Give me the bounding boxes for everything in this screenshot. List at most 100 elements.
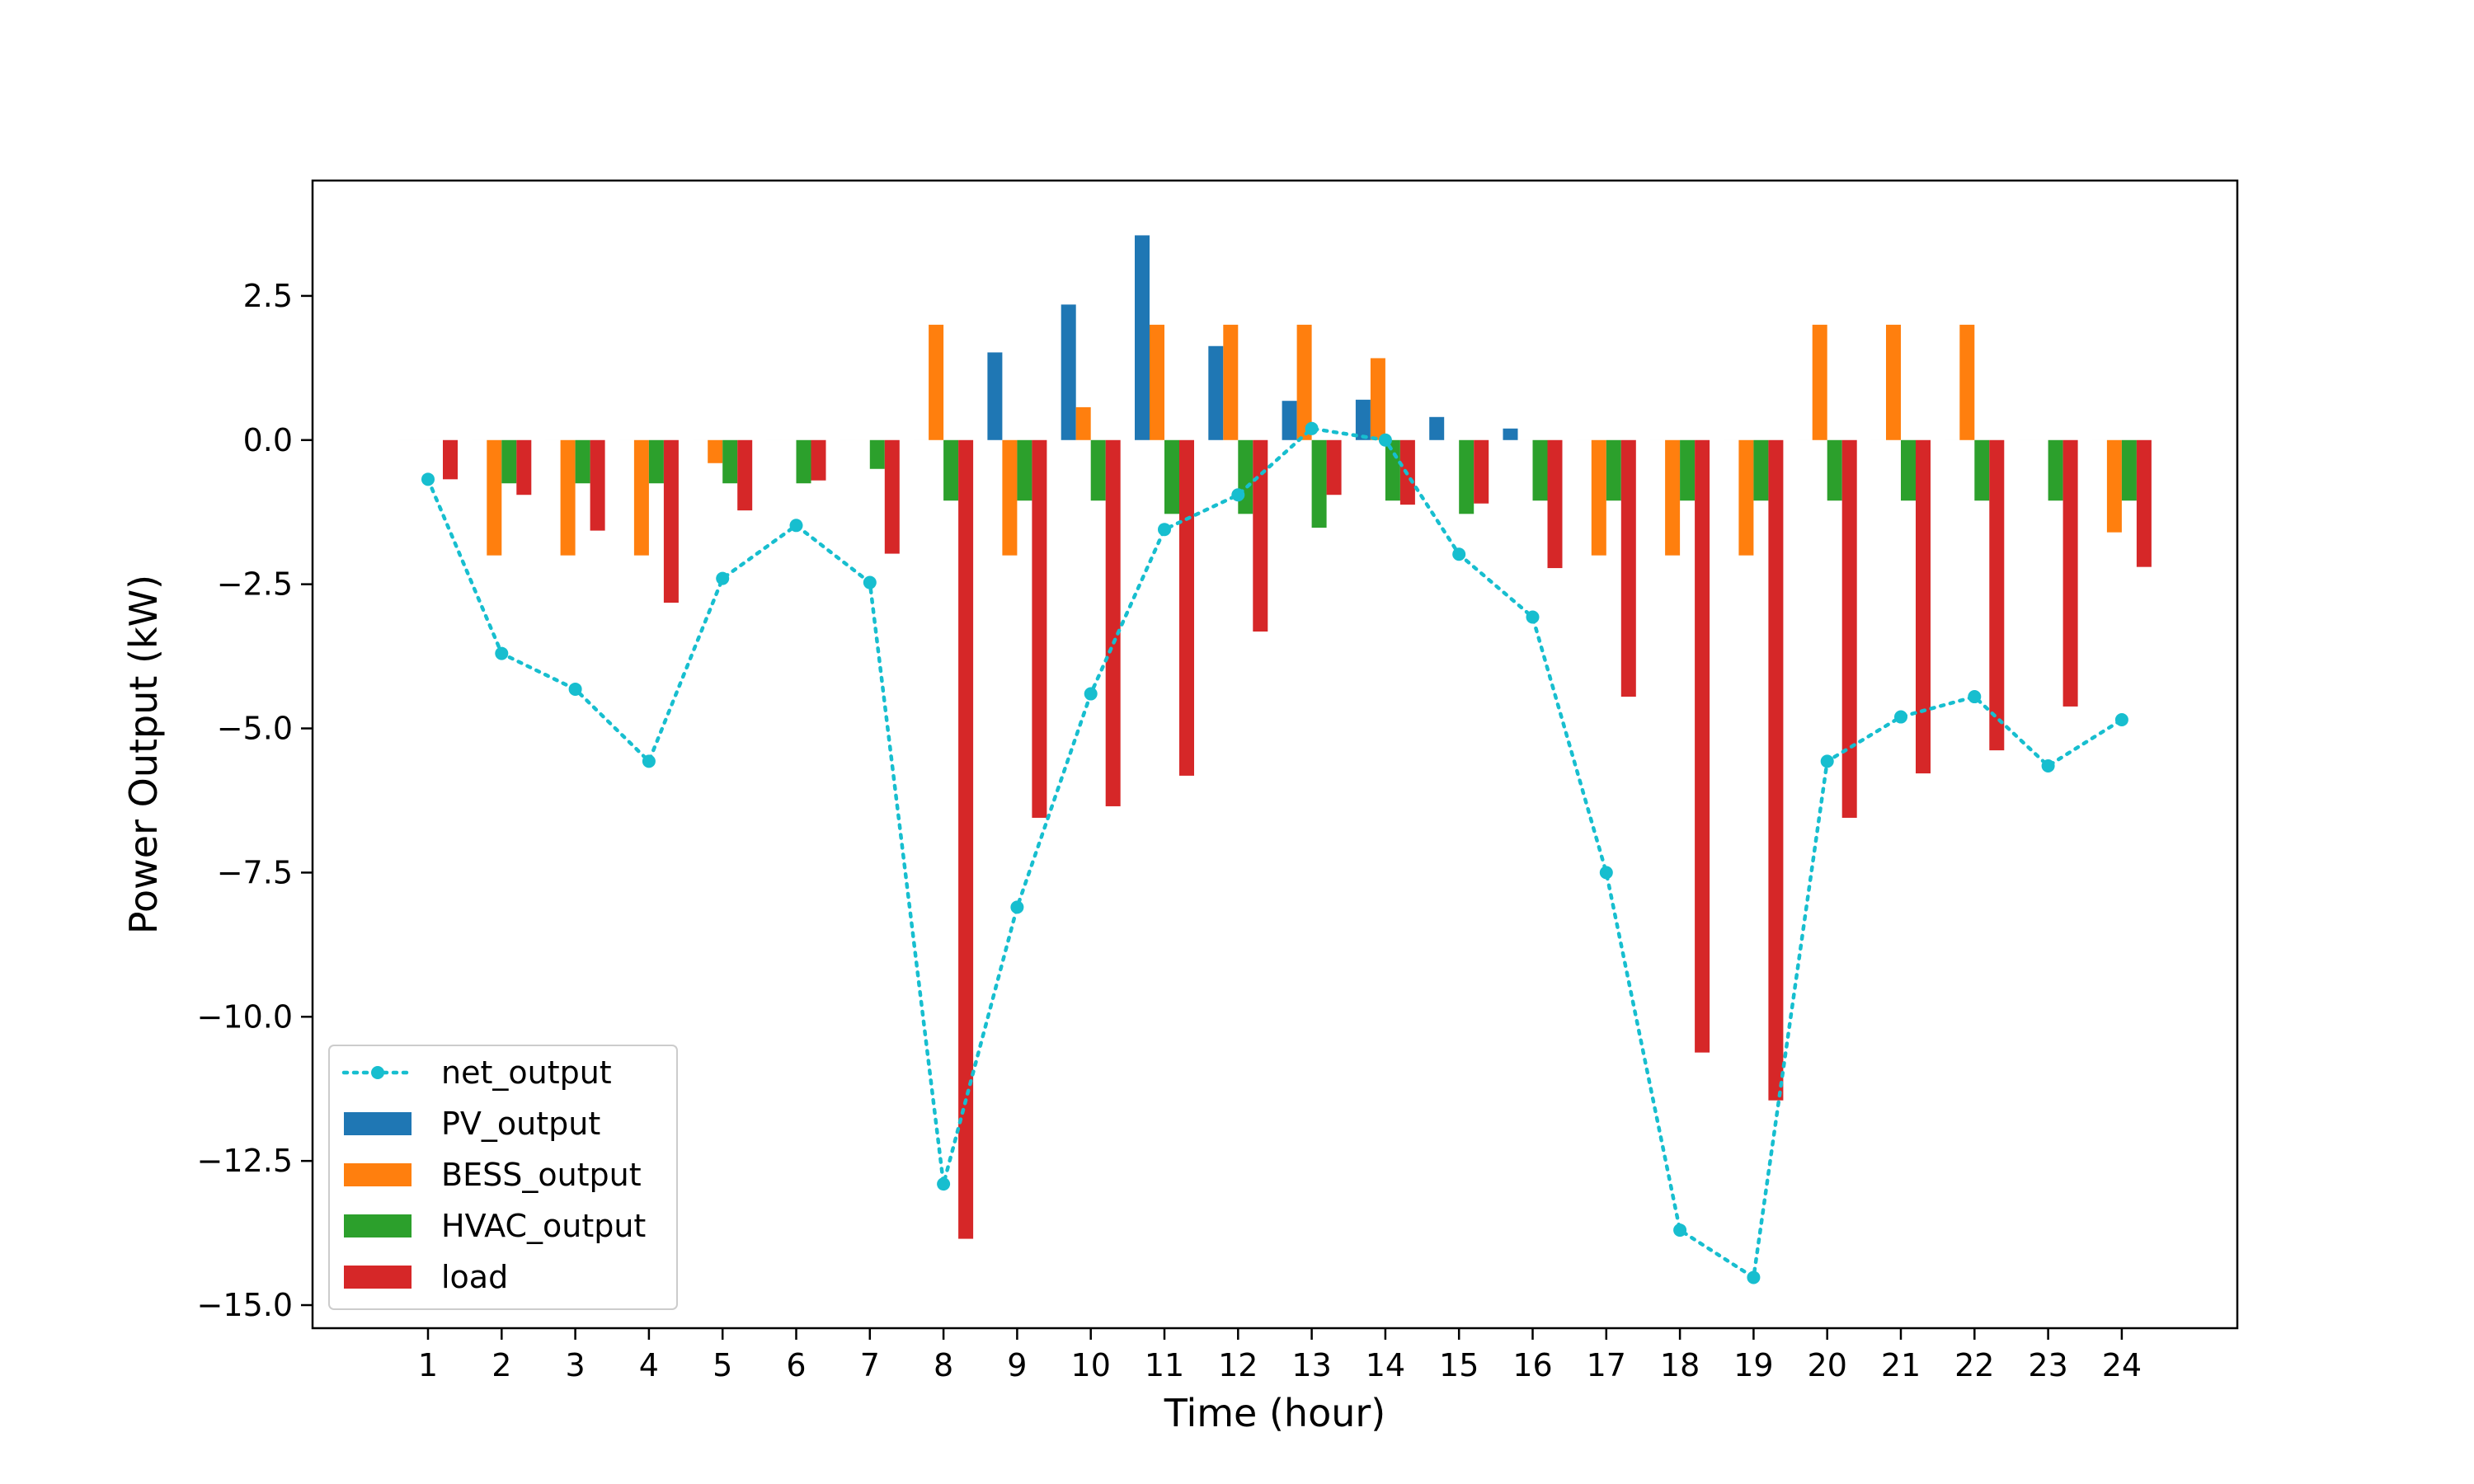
load-bar-17 <box>1620 439 1636 697</box>
bess-output-bar-24 <box>2106 439 2122 533</box>
net-output-point-21 <box>1894 710 1907 724</box>
x-tick-label: 1 <box>418 1347 438 1383</box>
x-axis: 1 2 3 4 5 6 7 8 9 10 11 12 13 14 15 16 17 18 19 20 21 22 23 24 <box>418 1328 2142 1383</box>
pv-output-bar-9 <box>987 352 1003 440</box>
net-output-point-24 <box>2114 713 2128 727</box>
hvac-output-bar-23 <box>2048 439 2063 501</box>
x-tick-label: 10 <box>1071 1347 1111 1383</box>
x-tick-label: 9 <box>1007 1347 1027 1383</box>
x-tick-label: 11 <box>1145 1347 1184 1383</box>
bars-layer <box>398 235 2152 1239</box>
bess-output-bar-8 <box>929 324 944 440</box>
net-output-point-4 <box>642 754 656 768</box>
load-bar-16 <box>1547 439 1563 569</box>
pv-output-bar-10 <box>1061 304 1076 440</box>
y-axis: 2.5 0.0 −2.5 −5.0 −7.5 −10.0 −12.5 −15.0 <box>197 278 313 1323</box>
pv-output-bar-16 <box>1503 428 1518 440</box>
x-tick-label: 12 <box>1218 1347 1258 1383</box>
x-tick-label: 13 <box>1291 1347 1331 1383</box>
hvac-output-bar-12 <box>1238 439 1253 514</box>
net-output-point-16 <box>1526 610 1540 624</box>
load-bar-7 <box>884 439 900 554</box>
hvac-output-bar-24 <box>2121 439 2137 501</box>
load-bar-21 <box>1916 439 1931 774</box>
hvac-output-bar-19 <box>1753 439 1769 501</box>
legend-swatch-bess-output <box>344 1163 412 1186</box>
bess-output-bar-9 <box>1002 439 1018 556</box>
bess-output-bar-22 <box>1959 324 1975 440</box>
load-bar-4 <box>663 439 679 603</box>
load-bar-5 <box>737 439 753 511</box>
load-bar-12 <box>1253 439 1268 632</box>
x-tick-label: 4 <box>639 1347 659 1383</box>
net-output-point-17 <box>1599 866 1613 880</box>
hvac-output-bar-9 <box>1017 439 1032 501</box>
legend-label-bess-output: BESS_output <box>441 1157 642 1193</box>
net-output-point-1 <box>421 472 435 486</box>
y-axis-title: Power Output (kW) <box>121 575 166 934</box>
x-tick-label: 6 <box>786 1347 806 1383</box>
load-bar-3 <box>590 439 605 531</box>
bess-output-bar-12 <box>1223 324 1239 440</box>
legend-swatch-pv-output <box>344 1112 412 1135</box>
x-tick-label: 16 <box>1512 1347 1552 1383</box>
legend-swatch-hvac-output <box>344 1214 412 1237</box>
bess-output-bar-10 <box>1075 406 1091 440</box>
net-output-point-18 <box>1673 1223 1687 1237</box>
pv-output-bar-14 <box>1355 399 1371 440</box>
y-tick-label: −10.0 <box>197 998 293 1035</box>
x-tick-label: 24 <box>2102 1347 2142 1383</box>
hvac-output-bar-2 <box>501 439 517 484</box>
hvac-output-bar-14 <box>1385 439 1400 501</box>
net-output-point-15 <box>1452 547 1466 561</box>
hvac-output-bar-17 <box>1606 439 1621 501</box>
legend-label-hvac-output: HVAC_output <box>441 1208 646 1244</box>
legend-label-net-output: net_output <box>441 1054 612 1091</box>
legend-marker-net-output <box>371 1066 384 1079</box>
net-output-point-19 <box>1747 1270 1761 1284</box>
net-output-point-23 <box>2041 758 2055 773</box>
y-tick-label: 2.5 <box>243 278 293 314</box>
hvac-output-bar-13 <box>1311 439 1327 528</box>
net-output-point-10 <box>1084 687 1098 701</box>
load-bar-6 <box>811 439 826 481</box>
load-bar-18 <box>1695 439 1710 1053</box>
x-tick-label: 7 <box>860 1347 880 1383</box>
net-output-point-13 <box>1305 421 1319 435</box>
load-bar-20 <box>1841 439 1857 818</box>
net-output-point-9 <box>1010 900 1024 914</box>
load-bar-19 <box>1768 439 1784 1101</box>
x-tick-label: 22 <box>1954 1347 1994 1383</box>
legend-label-pv-output: PV_output <box>441 1106 600 1142</box>
net-output-point-20 <box>1820 754 1834 768</box>
pv-output-bar-15 <box>1429 416 1445 440</box>
net-output-point-12 <box>1231 488 1245 502</box>
net-output-point-22 <box>1968 690 1982 704</box>
net-output-point-7 <box>863 575 877 589</box>
net-output-line-layer <box>421 421 2128 1284</box>
x-tick-label: 23 <box>2028 1347 2067 1383</box>
load-bar-15 <box>1474 439 1489 504</box>
x-tick-label: 5 <box>713 1347 732 1383</box>
y-tick-label: −15.0 <box>197 1287 293 1323</box>
net-output-point-14 <box>1378 433 1392 447</box>
x-tick-label: 21 <box>1881 1347 1921 1383</box>
bess-output-bar-13 <box>1296 324 1312 440</box>
hvac-output-bar-15 <box>1459 439 1475 514</box>
load-bar-1 <box>443 439 458 480</box>
hvac-output-bar-22 <box>1974 439 1990 501</box>
load-bar-8 <box>958 439 974 1239</box>
x-axis-title: Time (hour) <box>1164 1391 1385 1435</box>
x-tick-label: 14 <box>1366 1347 1405 1383</box>
bess-output-bar-3 <box>560 439 576 556</box>
y-tick-label: −12.5 <box>197 1143 293 1179</box>
net-output-point-8 <box>937 1177 951 1191</box>
pv-output-bar-11 <box>1135 235 1150 440</box>
legend: net_output PV_output BESS_output HVAC_outpu… <box>328 1045 678 1310</box>
legend-label-load: load <box>441 1259 508 1295</box>
bess-output-bar-18 <box>1665 439 1681 556</box>
hvac-output-bar-6 <box>796 439 811 484</box>
x-tick-label: 17 <box>1587 1347 1626 1383</box>
x-tick-label: 8 <box>934 1347 953 1383</box>
